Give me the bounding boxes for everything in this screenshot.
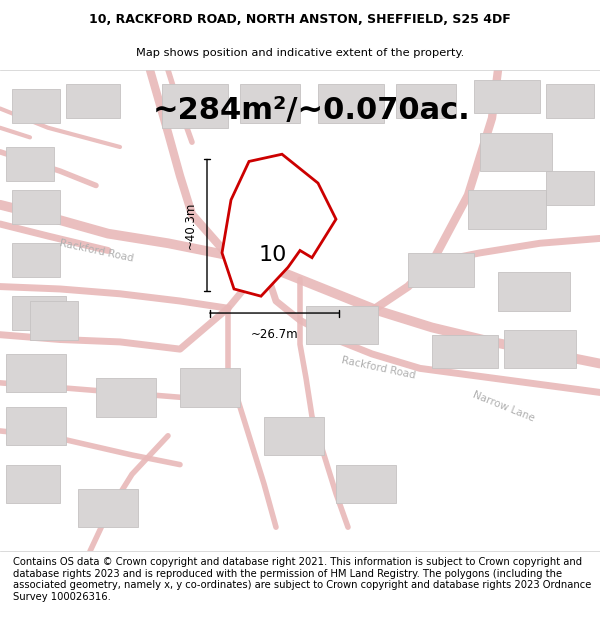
Polygon shape [474,79,540,113]
Polygon shape [12,243,60,277]
Text: ~40.3m: ~40.3m [184,201,197,249]
Polygon shape [162,84,228,127]
Polygon shape [6,147,54,181]
Polygon shape [6,354,66,392]
Polygon shape [96,378,156,416]
Polygon shape [180,368,240,407]
Polygon shape [12,190,60,224]
Polygon shape [78,489,138,528]
Polygon shape [336,464,396,503]
Polygon shape [240,84,300,123]
Polygon shape [408,253,474,286]
Polygon shape [306,306,378,344]
Polygon shape [396,84,456,118]
Text: ~26.7m: ~26.7m [251,328,298,341]
Polygon shape [222,154,336,296]
Text: ~284m²/~0.070ac.: ~284m²/~0.070ac. [153,96,471,126]
Polygon shape [30,301,78,339]
Polygon shape [318,84,384,123]
Polygon shape [6,407,66,446]
Polygon shape [480,132,552,171]
Text: Narrow Lane: Narrow Lane [472,390,536,424]
Polygon shape [546,171,594,205]
Polygon shape [546,84,594,118]
Polygon shape [264,416,324,455]
Polygon shape [432,335,498,368]
Text: 10: 10 [259,245,287,265]
Text: Rackford Road: Rackford Road [340,356,416,381]
Polygon shape [504,330,576,368]
Polygon shape [6,464,60,503]
Polygon shape [66,84,120,118]
Polygon shape [12,89,60,123]
Polygon shape [498,272,570,311]
Polygon shape [12,296,66,330]
Text: Contains OS data © Crown copyright and database right 2021. This information is : Contains OS data © Crown copyright and d… [13,557,592,602]
Text: Map shows position and indicative extent of the property.: Map shows position and indicative extent… [136,48,464,58]
Text: 10, RACKFORD ROAD, NORTH ANSTON, SHEFFIELD, S25 4DF: 10, RACKFORD ROAD, NORTH ANSTON, SHEFFIE… [89,13,511,26]
Polygon shape [468,190,546,229]
Text: Rackford Road: Rackford Road [58,238,134,263]
